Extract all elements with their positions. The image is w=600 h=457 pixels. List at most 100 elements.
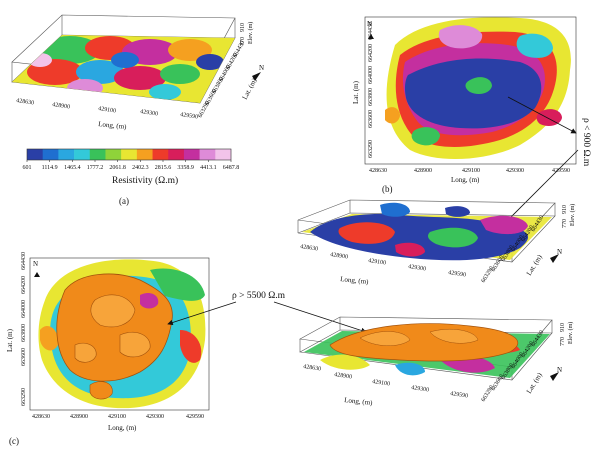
b-iso-long-tick: 429100 <box>368 258 387 266</box>
a-elev-tick: 770 <box>240 37 246 46</box>
b-iso-elev-axis-label: Elev. (m) <box>569 204 576 226</box>
b-map-lat-tick: 663290 <box>368 140 374 158</box>
c-iso-north-label: N <box>557 366 562 374</box>
c-iso-long-tick: 429300 <box>411 385 430 393</box>
caption-c: (c) <box>9 436 19 446</box>
panel-a-long-ticks: 428630 428900 429100 429300 429590 <box>16 98 199 120</box>
b-iso-elev-tick: 910 <box>562 205 568 214</box>
c-map-lat-tick: 664200 <box>21 276 27 294</box>
c-map-lat-axis-label: Lat. (m) <box>6 328 14 352</box>
c-map-long-ticks: 428630 428900 429100 429300 429590 <box>32 414 204 420</box>
b-iso-long-tick: 428900 <box>330 252 349 260</box>
b-iso-long-axis-label: Long, (m) <box>340 275 370 286</box>
b-iso-elev-tick: 770 <box>562 219 568 228</box>
b-annotation: ρ < 900 Ω.m <box>581 118 591 167</box>
c-iso-lat-axis-label: Lat. (m) <box>525 371 544 395</box>
panel-c-iso: 428630 428900 429100 429300 429590 Long,… <box>299 316 574 407</box>
b-map-long-tick: 429100 <box>462 168 480 174</box>
a-long-tick: 428630 <box>16 98 35 106</box>
colorbar-tick-label: 1777.2 <box>87 165 104 171</box>
b-map-lat-axis-label: Lat. (m) <box>352 80 360 104</box>
b-map-north-arrow-icon <box>368 34 374 39</box>
colorbar-tick-label: 6487.8 <box>223 165 240 171</box>
b-map-long-tick: 429590 <box>552 168 570 174</box>
c-iso-elev-axis-label: Elev. (m) <box>567 322 574 344</box>
colorbar-swatch <box>42 149 59 160</box>
colorbar-tick-label: 601 <box>23 165 32 171</box>
c-iso-long-tick: 429590 <box>450 391 469 399</box>
colorbar-title: Resistivity (Ω.m) <box>112 175 178 186</box>
a-elev-axis-label: Elev. (m) <box>247 22 254 44</box>
colorbar-tick-label: 1114.9 <box>42 165 58 171</box>
colorbar-tick-label: 3358.9 <box>177 165 194 171</box>
b-map-north-label: N <box>367 20 372 28</box>
c-map-long-tick: 428630 <box>32 414 50 420</box>
c-annotation: ρ > 5500 Ω.m <box>232 291 286 301</box>
panel-c-map-image <box>30 258 209 410</box>
b-iso-long-tick: 428630 <box>300 244 319 252</box>
a-long-tick: 428900 <box>52 102 71 110</box>
caption-b: (b) <box>382 184 393 194</box>
c-iso-elev-tick: 770 <box>560 337 566 346</box>
a-long-axis-label: Long, (m) <box>98 120 128 131</box>
b-map-lat-tick: 664000 <box>368 66 374 84</box>
b-map-long-tick: 428900 <box>414 168 432 174</box>
c-map-lat-tick: 664000 <box>21 300 27 318</box>
c-map-long-axis-label: Long, (m) <box>108 424 137 432</box>
b-map-lat-ticks: 664430 664200 664000 663800 663600 66329… <box>368 22 374 158</box>
colorbar-swatch <box>105 149 122 160</box>
c-iso-long-tick: 429100 <box>372 379 391 387</box>
b-map-long-tick: 429300 <box>506 168 524 174</box>
c-iso-long-tick: 428900 <box>334 372 353 380</box>
panel-c-map-frame <box>29 257 210 411</box>
c-iso-elev-tick: 910 <box>560 323 566 332</box>
c-map-lat-tick: 663800 <box>21 324 27 342</box>
colorbar-swatch <box>27 149 43 160</box>
c-map-lat-tick: 664430 <box>21 252 27 270</box>
c-iso-long-ticks: 428630 428900 429100 429300 429590 <box>303 364 469 399</box>
a-elev-tick: 910 <box>240 23 246 32</box>
colorbar-swatch <box>136 149 153 160</box>
caption-a: (a) <box>119 196 129 206</box>
a-long-tick: 429100 <box>98 106 117 114</box>
panel-b-map-frame <box>364 16 577 165</box>
a-north-arrow-icon <box>252 72 261 81</box>
c-map-lat-ticks: 664430 664200 664000 663800 663600 66329… <box>21 252 27 406</box>
c-map-long-tick: 429100 <box>108 414 126 420</box>
c-iso-north-arrow-icon <box>550 372 559 381</box>
b-iso-north-label: N <box>557 248 562 256</box>
c-map-long-tick: 429590 <box>186 414 204 420</box>
colorbar-swatch <box>215 149 232 160</box>
b-map-long-ticks: 428630 428900 429100 429300 429590 <box>369 168 570 174</box>
colorbar-swatches <box>27 149 232 160</box>
b-map-pointer-arrow <box>507 96 577 134</box>
colorbar-swatch <box>152 149 169 160</box>
b-map-lat-tick: 664430 <box>368 22 374 40</box>
b-iso-lat-axis-label: Lat. (m) <box>525 253 544 277</box>
colorbar-swatch <box>121 149 138 160</box>
c-iso-pointer-arrow <box>273 301 367 334</box>
a-long-tick: 429300 <box>140 109 159 117</box>
colorbar-swatch <box>74 149 91 160</box>
colorbar-swatch <box>183 149 200 160</box>
a-lat-axis-label: Lat. (m) <box>241 76 259 101</box>
colorbar-tick-label: 2402.3 <box>132 165 149 171</box>
colorbar-swatch <box>199 149 216 160</box>
colorbar-swatch <box>168 149 185 160</box>
b-iso-long-tick: 429300 <box>408 264 427 272</box>
panel-c-map: N 664430 664200 664000 663800 663600 663… <box>6 252 367 446</box>
b-iso-long-ticks: 428630 428900 429100 429300 429590 <box>300 244 467 278</box>
colorbar-tick-label: 1465.4 <box>64 165 81 171</box>
b-map-lat-tick: 664200 <box>368 44 374 62</box>
b-iso-long-tick: 429590 <box>448 270 467 278</box>
c-map-long-tick: 429300 <box>146 414 164 420</box>
b-map-long-axis-label: Long, (m) <box>451 176 480 184</box>
colorbar-tick-label: 2815.6 <box>155 165 172 171</box>
c-map-north-arrow-icon <box>34 272 40 277</box>
colorbar-tick-label: 2061.8 <box>109 165 126 171</box>
panel-b-iso: 428630 428900 429100 429300 429590 Long,… <box>297 199 576 286</box>
c-map-pointer-arrow <box>167 301 237 326</box>
c-iso-long-tick: 428630 <box>303 364 322 372</box>
